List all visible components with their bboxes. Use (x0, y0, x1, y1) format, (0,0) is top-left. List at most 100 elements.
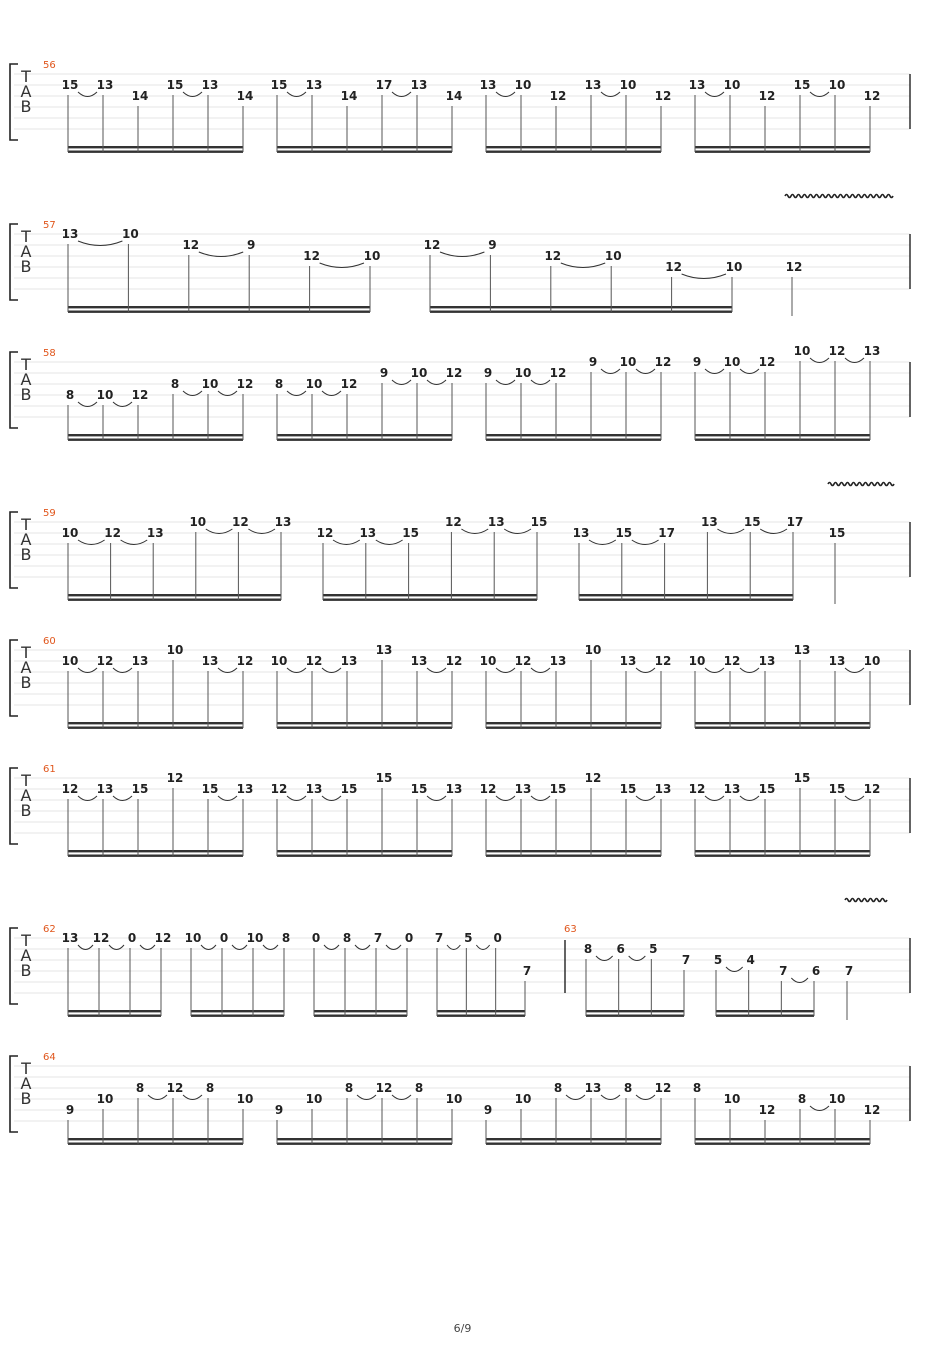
fret-number: 13 (701, 515, 718, 529)
slur-arc (217, 390, 238, 396)
fret-number: 0 (405, 931, 413, 945)
fret-number: 10 (794, 344, 811, 358)
beam (277, 150, 452, 153)
slur-arc (286, 795, 307, 801)
staff-bracket (9, 223, 18, 301)
measure-number: 62 (43, 924, 56, 935)
beam (314, 1010, 407, 1013)
beam-group: 10 12 13 10 12 13 (62, 515, 291, 601)
fret-number: 12 (445, 515, 462, 529)
tab-clef-letter: A (21, 1074, 32, 1093)
fret-number: 8 (206, 1081, 214, 1095)
beam-group: 10 0 10 8 (185, 931, 290, 1017)
fret-number: 13 (306, 78, 323, 92)
fret-number: 12 (271, 782, 288, 796)
fret-number: 12 (864, 782, 881, 796)
fret-number: 0 (493, 931, 501, 945)
slur-arc (600, 1094, 621, 1100)
slur-arc (530, 379, 551, 385)
tab-clef-letter: T (20, 227, 31, 246)
slur-arc (446, 944, 461, 950)
slur-arc (631, 539, 659, 545)
fret-number: 14 (446, 89, 463, 103)
beam-group: 13 10 12 13 10 12 (480, 78, 671, 153)
tab-clef-letter: B (21, 545, 32, 564)
fret-number: 10 (202, 377, 219, 391)
fret-number: 12 (759, 1103, 776, 1117)
fret-number: 13 (97, 782, 114, 796)
beam (486, 850, 661, 853)
fret-number: 8 (798, 1092, 806, 1106)
fret-number: 9 (589, 355, 597, 369)
staff-bracket (9, 767, 18, 845)
beam (579, 598, 793, 601)
beam (695, 850, 870, 853)
fret-number: 10 (829, 78, 846, 92)
slur-arc (286, 91, 307, 97)
fret-number: 0 (312, 931, 320, 945)
beam (695, 434, 870, 437)
fret-number: 8 (275, 377, 283, 391)
slur-arc (844, 357, 865, 363)
slur-arc (286, 390, 307, 396)
beam (437, 1014, 525, 1017)
slur-arc (385, 944, 402, 950)
beam (486, 854, 661, 857)
fret-number: 13 (620, 654, 637, 668)
fret-number: 13 (864, 344, 881, 358)
tab-clef-letter: B (21, 97, 32, 116)
slur-arc (739, 795, 760, 801)
fret-number: 13 (655, 782, 672, 796)
slur-arc (635, 368, 656, 374)
slur-arc (530, 795, 551, 801)
beam (277, 1138, 452, 1141)
fret-number: 15 (620, 782, 637, 796)
beam-group: 9 10 8 12 8 10 (275, 1081, 462, 1145)
fret-number: 15 (794, 771, 811, 785)
fret-number: 12 (786, 260, 803, 274)
slur-arc (112, 667, 133, 673)
beam (68, 306, 370, 309)
fret-number: 7 (682, 953, 690, 967)
fret-number: 13 (689, 78, 706, 92)
fret-number: 13 (550, 654, 567, 668)
fret-number: 10 (185, 931, 202, 945)
slur-arc (426, 795, 447, 801)
slur-arc (704, 795, 725, 801)
fret-number: 15 (829, 526, 846, 540)
tab-clef-letter: B (21, 961, 32, 980)
fret-number: 6 (616, 942, 624, 956)
beam (430, 310, 732, 313)
tab-clef-letter: T (20, 771, 31, 790)
fret-number: 14 (341, 89, 358, 103)
slur-arc (759, 528, 788, 534)
slur-arc (739, 368, 760, 374)
fret-number: 13 (202, 654, 219, 668)
beam-group: 12 13 15 12 15 13 (480, 771, 672, 857)
beam (277, 726, 452, 729)
slur-arc (200, 944, 217, 950)
slur-arc (391, 91, 412, 97)
slur-arc (844, 667, 865, 673)
fret-number: 10 (585, 643, 602, 657)
beam-group: 8 10 12 8 10 12 (66, 377, 253, 441)
fret-number: 12 (724, 654, 741, 668)
slur-arc (319, 262, 365, 268)
fret-number: 9 (484, 366, 492, 380)
fret-number: 15 (829, 782, 846, 796)
tab-clef-letter: A (21, 946, 32, 965)
tab-clef-letter: A (21, 82, 32, 101)
beam-group: 13 10 12 9 12 10 (62, 227, 380, 313)
fret-number: 13 (62, 931, 79, 945)
fret-number: 9 (380, 366, 388, 380)
tab-clef-letter: B (21, 673, 32, 692)
fret-number: 9 (488, 238, 496, 252)
beam (68, 1014, 161, 1017)
fret-number: 12 (759, 355, 776, 369)
fret-number: 8 (282, 931, 290, 945)
fret-number: 13 (515, 782, 532, 796)
beam (716, 1014, 814, 1017)
fret-number: 12 (585, 771, 602, 785)
fret-number: 12 (864, 1103, 881, 1117)
